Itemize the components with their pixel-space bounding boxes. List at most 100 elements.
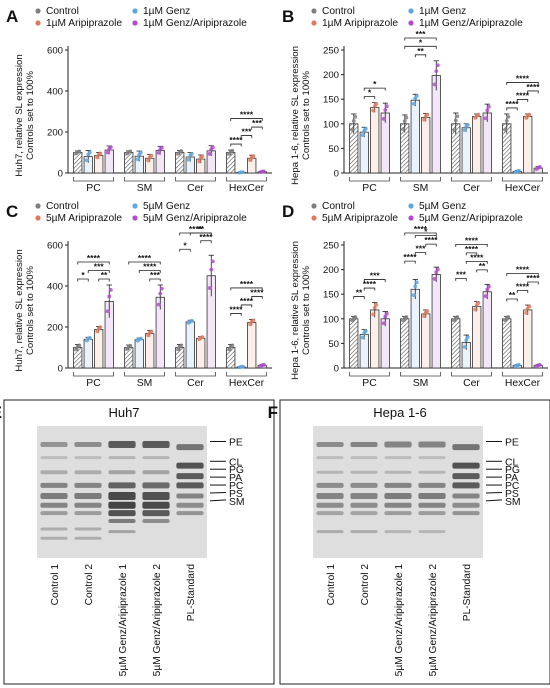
data-point [227, 347, 232, 352]
x-category-label: HexCer [505, 378, 541, 389]
legend-label: 5µM Genz [419, 201, 466, 212]
legend-label: 5µM Aripiprazole [46, 213, 122, 224]
legend-label: 5µM Genz/Aripiprazole [143, 213, 247, 224]
data-point [240, 364, 245, 369]
lane-label: 5µM Genz/Aripiprazole 2 [428, 564, 439, 677]
bar [124, 152, 134, 174]
y-tick-label: 100 [323, 119, 339, 130]
data-point [156, 302, 161, 307]
y-axis-label-line: Controls set to 100% [25, 266, 36, 356]
data-point [414, 94, 419, 98]
band-label: PE [229, 437, 243, 448]
bar [472, 116, 482, 174]
data-point [209, 267, 214, 272]
significance-bracket [98, 278, 110, 282]
gel-band [40, 511, 68, 516]
significance-bracket [414, 252, 427, 256]
significance-label: **** [229, 304, 243, 314]
lane-label: 5µM Genz/Aripiprazole 1 [118, 564, 129, 677]
significance-bracket [77, 278, 89, 282]
significance-label: *** [416, 29, 427, 39]
category-bracket [73, 177, 114, 182]
category-bracket [226, 372, 267, 377]
significance-bracket [251, 296, 263, 299]
gel-title: Huh7 [108, 405, 139, 420]
bar [349, 318, 359, 369]
y-axis-label-line: Controls set to 100% [301, 266, 312, 356]
significance-label: *** [150, 270, 161, 280]
bar [400, 318, 410, 369]
significance-bracket [465, 260, 488, 264]
lane-label: Control 2 [84, 564, 95, 606]
x-category-label: HexCer [505, 183, 541, 194]
band-label: PC [505, 481, 520, 492]
legend-label: Control [46, 201, 79, 212]
category-bracket [73, 372, 114, 377]
y-tick-label: 400 [47, 282, 63, 293]
data-point [138, 150, 143, 155]
data-point [422, 314, 427, 319]
significance-bracket [363, 87, 386, 91]
gel-band [108, 470, 136, 475]
lane-label: Control 1 [50, 564, 61, 606]
significance-label: *** [252, 118, 263, 128]
y-axis-label-line: Controls set to 100% [301, 71, 312, 161]
legend-label: 1µM Genz/Aripiprazole [419, 18, 523, 29]
y-tick-label: 600 [47, 46, 63, 57]
data-point [465, 335, 470, 340]
legend-marker [35, 20, 41, 26]
gel-band [40, 470, 68, 475]
significance-bracket [230, 118, 263, 122]
y-tick-label: 400 [47, 87, 63, 98]
significance-bracket [240, 135, 253, 139]
x-category-label: Cer [187, 183, 204, 194]
y-axis-label-line: Hepa 1-6, relative SL expression [290, 241, 301, 380]
data-point [77, 343, 82, 348]
x-category-label: PC [362, 378, 377, 389]
significance-label: **** [505, 99, 519, 109]
significance-bracket [506, 82, 539, 85]
bar [359, 131, 369, 174]
bar [523, 309, 533, 369]
bar [451, 318, 461, 369]
lane-label: Control 1 [326, 564, 337, 606]
data-point [189, 318, 194, 323]
legend-marker [408, 203, 414, 209]
significance-label: **** [403, 252, 417, 262]
y-tick-label: 250 [323, 241, 339, 252]
significance-bracket [149, 278, 161, 282]
legend-marker [132, 8, 138, 14]
data-point [425, 309, 430, 314]
category-bracket [451, 177, 492, 182]
x-category-label: PC [362, 183, 377, 194]
legend-label: 1µM Aripiprazole [322, 18, 398, 29]
data-point [207, 286, 212, 290]
gel-band [350, 456, 378, 460]
category-bracket [349, 372, 390, 377]
data-point [537, 362, 542, 367]
data-point [200, 335, 205, 340]
gel-band [74, 536, 102, 540]
gel-band [384, 470, 412, 474]
significance-label: **** [470, 252, 484, 262]
data-point [524, 310, 529, 315]
significance-bracket [363, 279, 386, 283]
significance-label: **** [143, 261, 157, 271]
gel-band [350, 511, 378, 516]
legend: Control 1µM Genz 1µM Aripiprazole 1µM Genz/… [35, 6, 247, 29]
data-point [179, 343, 184, 348]
data-point [84, 158, 89, 163]
significance-bracket [179, 248, 191, 252]
gel-band [176, 502, 204, 508]
data-point [200, 154, 205, 159]
data-point [230, 148, 235, 153]
significance-label: ** [479, 261, 486, 271]
significance-label: **** [363, 279, 377, 289]
gel-band [418, 456, 446, 460]
category-bracket [226, 177, 267, 182]
data-point [230, 343, 235, 348]
data-point [425, 112, 430, 117]
gel-band [418, 492, 446, 499]
band-label: CL [229, 457, 243, 468]
panel-letter: B [282, 7, 294, 26]
